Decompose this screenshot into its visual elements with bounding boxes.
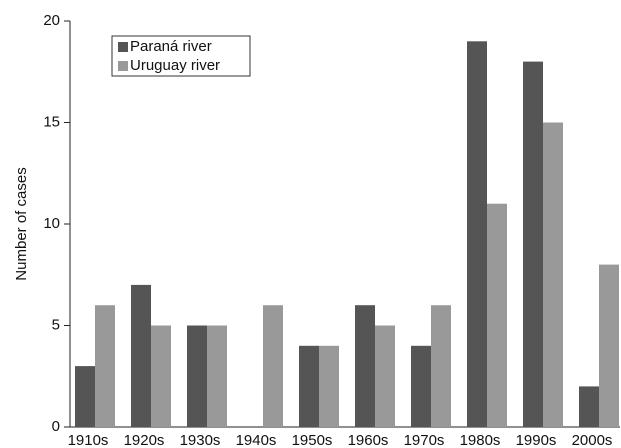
y-axis-label: Number of cases [13,167,30,280]
bar [431,305,451,427]
legend-swatch [118,42,128,52]
x-tick-label: 1960s [348,432,389,448]
bar [75,366,95,427]
y-tick-label: 10 [43,215,60,232]
legend-box [111,35,251,77]
x-tick-label: 2000s [572,432,613,448]
bar [411,345,431,427]
y-tick-label: 5 [52,316,60,333]
x-tick-label: 1980s [460,432,501,448]
legend-swatch [118,61,128,71]
y-tick-label: 15 [43,113,60,130]
bar [375,325,395,427]
bar [95,305,115,427]
bar [151,325,171,427]
bar [599,264,619,427]
y-tick-label: 0 [52,418,60,435]
x-tick-label: 1920s [124,432,165,448]
x-tick-label: 1930s [180,432,221,448]
bar [543,122,563,427]
x-tick-label: 1970s [404,432,445,448]
legend-label: Paraná river [130,38,212,55]
legend-label: Uruguay river [130,57,220,74]
bar [187,325,207,427]
bar [207,325,227,427]
bar [523,61,543,427]
x-tick-label: 1940s [236,432,277,448]
bar [319,345,339,427]
x-tick-label: 1950s [292,432,333,448]
bar [467,41,487,428]
bar [131,284,151,427]
x-tick-label: 1910s [68,432,109,448]
bar [355,305,375,427]
bar [263,305,283,427]
bar [299,345,319,427]
bar [487,203,507,427]
x-tick-label: 1990s [516,432,557,448]
bar [579,386,599,427]
y-tick-label: 20 [43,12,60,29]
